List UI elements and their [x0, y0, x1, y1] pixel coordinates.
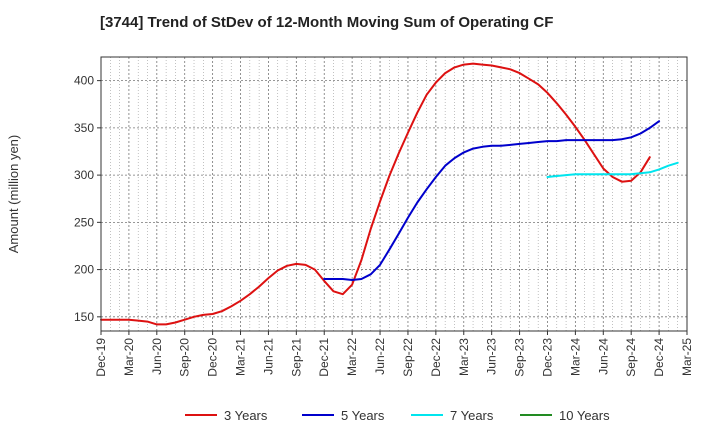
y-tick-label: 250 [74, 215, 94, 229]
series-line-5-years [323, 120, 661, 281]
x-tick-label: Mar-21 [234, 338, 248, 376]
y-tick-label: 200 [74, 263, 94, 277]
y-axis-title: Amount (million yen) [6, 135, 21, 254]
legend-label: 10 Years [559, 408, 610, 423]
x-tick-label: Sep-23 [513, 338, 527, 377]
x-tick-label: Mar-25 [680, 338, 694, 376]
x-tick-label: Mar-20 [122, 338, 136, 376]
y-tick-label: 350 [74, 121, 94, 135]
grid [100, 57, 688, 331]
x-tick-label: Mar-23 [457, 338, 471, 376]
series-line-3-years [100, 62, 651, 326]
legend-label: 5 Years [341, 408, 385, 423]
x-axis-ticks: Dec-19 Mar-20 Jun-20 Sep-20 Dec-20 Mar-21 Jun-… [94, 331, 694, 377]
legend-label: 3 Years [224, 408, 268, 423]
y-axis-ticks: 150 200 250 300 350 400 [74, 74, 101, 324]
x-tick-label: Dec-20 [206, 338, 220, 377]
series-lines [100, 62, 679, 326]
y-tick-label: 300 [74, 168, 94, 182]
x-tick-label: Dec-24 [652, 338, 666, 377]
x-tick-label: Sep-24 [624, 338, 638, 377]
chart-title: [3744] Trend of StDev of 12-Month Moving… [100, 14, 554, 31]
series-line-7-years [546, 161, 679, 178]
x-tick-label: Jun-20 [150, 338, 164, 375]
plot-area-frame [100, 56, 688, 332]
x-tick-label: Dec-19 [94, 338, 108, 377]
x-tick-label: Dec-22 [429, 338, 443, 377]
y-tick-label: 400 [74, 74, 94, 88]
x-tick-label: Dec-21 [317, 338, 331, 377]
x-tick-label: Jun-22 [373, 338, 387, 375]
x-tick-label: Jun-21 [261, 338, 275, 375]
x-tick-label: Sep-22 [401, 338, 415, 377]
x-tick-label: Dec-23 [540, 338, 554, 377]
legend: 3 Years 5 Years 7 Years 10 Years [185, 408, 610, 423]
x-tick-label: Mar-22 [345, 338, 359, 376]
x-tick-label: Jun-23 [485, 338, 499, 375]
x-tick-label: Jun-24 [596, 338, 610, 375]
legend-label: 7 Years [450, 408, 494, 423]
x-tick-label: Sep-20 [178, 338, 192, 377]
y-tick-label: 150 [74, 310, 94, 324]
x-tick-label: Sep-21 [289, 338, 303, 377]
x-tick-label: Mar-24 [568, 338, 582, 376]
